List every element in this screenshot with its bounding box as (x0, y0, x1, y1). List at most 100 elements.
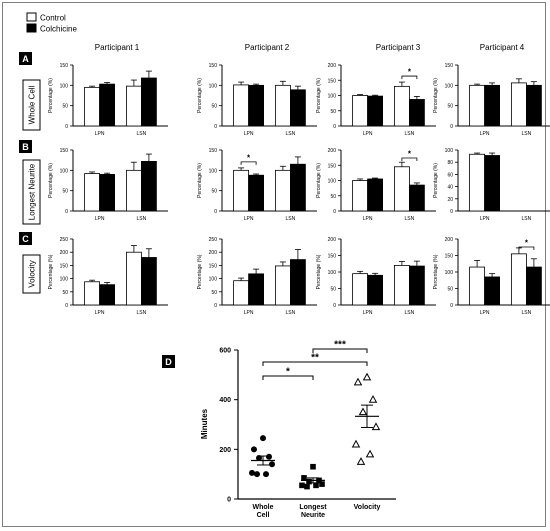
y-axis-label: Percentage (%) (197, 163, 203, 198)
bar-chart-B-1: 0 50 100 150 Percentage (%) LPN LSN (48, 148, 168, 222)
significance-label: * (408, 150, 412, 159)
data-point (316, 477, 322, 484)
figure-frame (2, 2, 546, 527)
y-tick-label: 150 (328, 163, 337, 169)
x-tick-label: Volocity (354, 504, 381, 511)
x-tick-label: LPN (480, 310, 490, 316)
y-tick-label: 50 (211, 104, 217, 110)
significance-bracket (401, 75, 418, 80)
bar-LSN-control (274, 84, 291, 127)
data-point (269, 461, 275, 468)
bar-LPN-colchicine (99, 173, 115, 212)
bar-LSN-control (393, 166, 410, 212)
bar-chart-C-1: 0 50 100 150 200 250 Percentage (%) LPN LSN (48, 237, 168, 316)
bar-LSN-colchicine (408, 99, 425, 127)
data-point (299, 482, 305, 489)
y-tick-label: 50 (447, 287, 453, 293)
data-point (313, 482, 319, 489)
bar-LSN-control (274, 169, 291, 212)
y-axis-label: Percentage (%) (316, 254, 322, 289)
y-tick-label: 150 (328, 254, 337, 260)
x-tick-label: LPN (95, 131, 105, 137)
bar-LSN-control (126, 251, 142, 306)
bar-LSN-control (393, 85, 410, 127)
bar-LPN-control (84, 173, 100, 212)
bar-chart-B-4: 0 20 40 60 80 100 Percentage (%) LPN LSN (433, 148, 550, 222)
x-tick-label: LPN (363, 131, 373, 137)
bar-LPN-control (469, 84, 486, 127)
y-tick-label: 150 (60, 263, 69, 269)
y-axis-label: Percentage (%) (48, 78, 54, 113)
x-tick-label: LPN (244, 131, 254, 137)
data-point (256, 455, 262, 462)
y-axis-label: Percentage (%) (433, 78, 439, 113)
bar-chart-C-4: 0 50 100 150 200 Percentage (%) LPN LSN * (433, 237, 550, 316)
significance-bracket (401, 157, 418, 161)
panel-letter-box-A (19, 52, 32, 65)
data-point (249, 469, 255, 476)
x-tick-label: LPN (480, 216, 490, 222)
legend-swatch-2 (26, 23, 37, 33)
y-tick-label: 0 (333, 209, 336, 215)
data-point (304, 483, 310, 490)
bar-LSN-colchicine (408, 265, 425, 306)
bar-LSN-colchicine (408, 184, 425, 212)
y-tick-label: 40 (447, 185, 453, 191)
y-axis-label: Percentage (%) (433, 163, 439, 198)
row-label-2: Longest Neurite (28, 163, 37, 220)
x-tick-label: LPN (363, 216, 373, 222)
x-tick-label: LSN (405, 310, 415, 316)
bar-LSN-colchicine (526, 84, 542, 127)
x-tick-label: LSN (286, 131, 296, 137)
y-tick-label: 100 (209, 168, 218, 174)
y-axis-label: Percentage (%) (433, 254, 439, 289)
y-tick-label: 150 (328, 78, 337, 84)
bar-LPN-colchicine (367, 178, 384, 212)
y-axis-label: Percentage (%) (197, 254, 203, 289)
bar-LSN-control (393, 264, 410, 306)
y-tick-label: 250 (209, 237, 218, 243)
y-tick-label: 100 (445, 270, 454, 276)
x-tick-label: Neurite (301, 512, 325, 519)
y-tick-label: 50 (330, 109, 336, 115)
panel-letter-box-D (162, 355, 175, 368)
participant-header-1: Participant 1 (95, 43, 140, 52)
y-tick-label: 0 (65, 209, 68, 215)
bar-chart-A-2: 0 50 100 150 Percentage (%) LPN LSN (197, 63, 317, 137)
y-tick-label: 50 (211, 189, 217, 195)
x-tick-label: LPN (95, 216, 105, 222)
data-point (251, 446, 257, 453)
bar-LPN-colchicine (99, 83, 115, 127)
data-point (260, 435, 266, 442)
y-tick-label: 100 (445, 148, 454, 154)
x-tick-label: LSN (522, 310, 532, 316)
bar-chart-A-3: 0 50 100 150 200 Percentage (%) LPN LSN * (316, 63, 436, 137)
y-tick-label: 0 (214, 124, 217, 130)
y-tick-label: 0 (65, 303, 68, 309)
data-point (306, 478, 312, 485)
x-tick-label: LPN (363, 310, 373, 316)
x-tick-label: LPN (95, 310, 105, 316)
x-tick-label: LSN (286, 216, 296, 222)
x-tick-label: LSN (405, 216, 415, 222)
data-point (263, 471, 269, 478)
x-tick-label: LSN (405, 131, 415, 137)
bar-LSN-colchicine (526, 266, 542, 306)
row-label-box-2 (22, 159, 41, 225)
x-tick-label: LPN (244, 216, 254, 222)
y-tick-label: 50 (447, 104, 453, 110)
significance-label: *** (334, 340, 346, 351)
y-axis-label: Percentage (%) (316, 78, 322, 113)
panel-letter-A: A (22, 54, 29, 64)
bar-chart-A-1: 0 50 100 150 Percentage (%) LPN LSN (48, 63, 168, 137)
bar-LSN-control (126, 85, 142, 127)
x-tick-label: LPN (244, 310, 254, 316)
bar-LPN-colchicine (367, 95, 384, 127)
significance-label: * (525, 239, 529, 248)
bar-chart-B-3: 0 50 100 150 200 Percentage (%) LPN LSN * (316, 148, 436, 222)
y-tick-label: 100 (60, 168, 69, 174)
x-tick-label: LSN (137, 216, 147, 222)
data-point (353, 377, 363, 386)
y-tick-label: 0 (333, 303, 336, 309)
